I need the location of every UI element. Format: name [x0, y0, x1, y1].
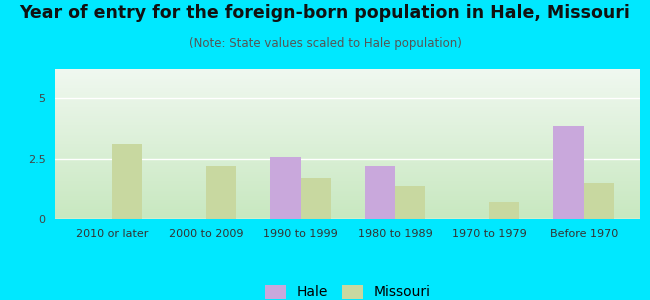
- Bar: [112, 144, 142, 219]
- Bar: [395, 186, 425, 219]
- Legend: Hale, Missouri: Hale, Missouri: [259, 279, 436, 300]
- Text: (Note: State values scaled to Hale population): (Note: State values scaled to Hale popul…: [188, 38, 462, 50]
- Bar: [553, 126, 584, 219]
- Bar: [584, 183, 614, 219]
- Bar: [584, 183, 614, 219]
- Bar: [300, 178, 331, 219]
- Bar: [112, 144, 142, 219]
- Bar: [365, 166, 395, 219]
- Bar: [489, 202, 519, 219]
- Bar: [270, 157, 300, 219]
- Bar: [206, 166, 237, 219]
- Bar: [300, 178, 331, 219]
- Bar: [365, 166, 395, 219]
- Bar: [553, 126, 584, 219]
- Bar: [489, 202, 519, 219]
- Bar: [206, 166, 237, 219]
- Bar: [270, 157, 300, 219]
- Bar: [395, 186, 425, 219]
- Text: Year of entry for the foreign-born population in Hale, Missouri: Year of entry for the foreign-born popul…: [20, 4, 630, 22]
